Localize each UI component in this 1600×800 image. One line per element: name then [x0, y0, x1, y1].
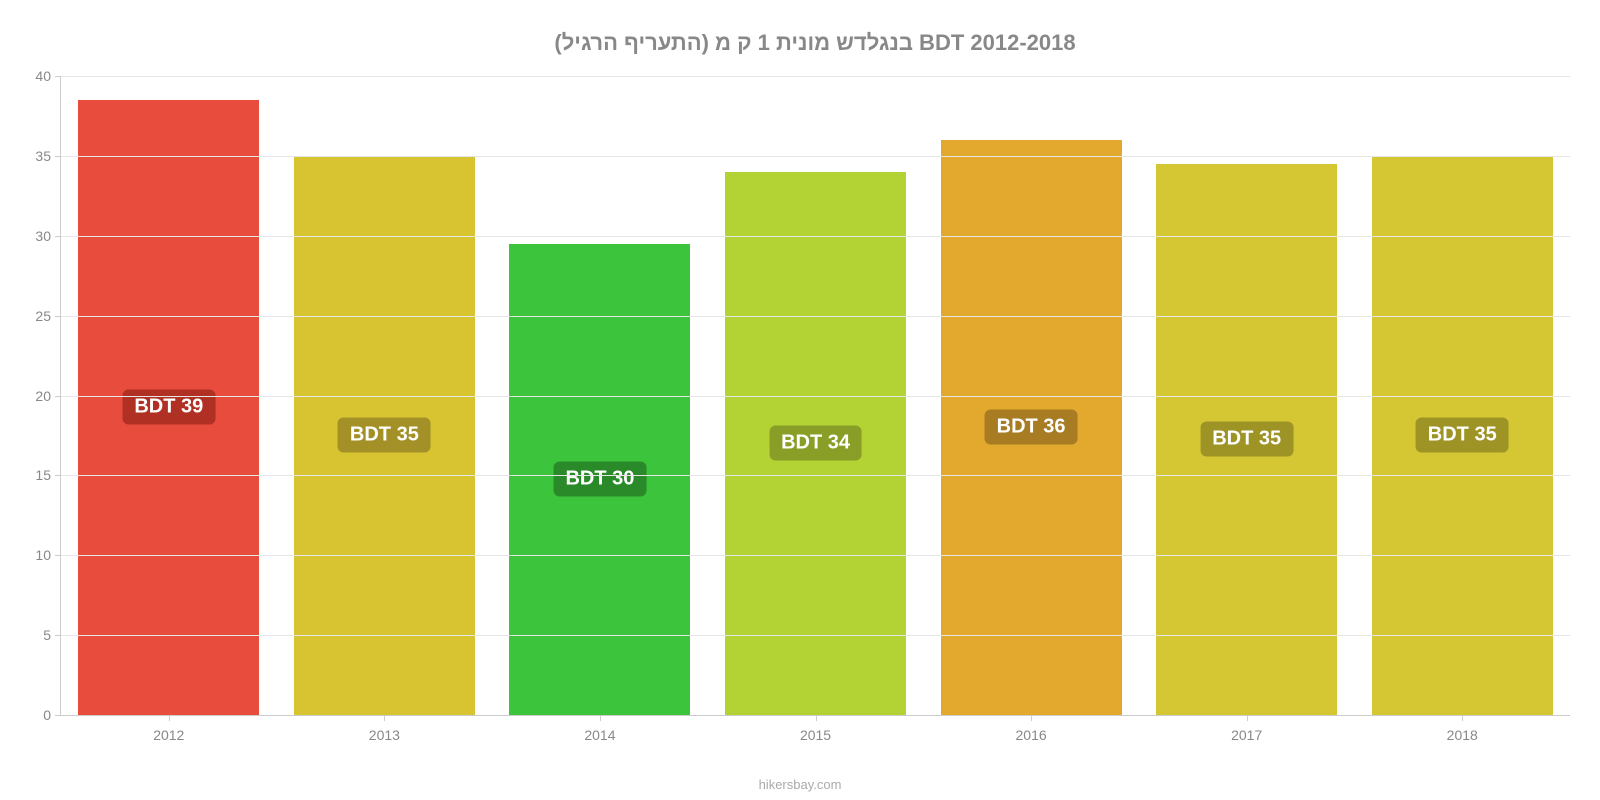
gridline [61, 316, 1570, 317]
y-tick-label: 25 [35, 308, 61, 324]
bar: BDT 30 [509, 244, 690, 715]
y-tick-label: 15 [35, 467, 61, 483]
bar: BDT 35 [1156, 164, 1337, 715]
bar: BDT 36 [941, 140, 1122, 715]
bar-value-label: BDT 36 [985, 410, 1078, 445]
chart-container: בנגלדש מונית 1 ק מ (התעריף הרגיל) BDT 20… [0, 0, 1600, 800]
y-tick-label: 10 [35, 547, 61, 563]
gridline [61, 76, 1570, 77]
y-tick-label: 0 [43, 707, 61, 723]
bar-value-label: BDT 30 [553, 462, 646, 497]
x-tick-label: 2015 [800, 715, 831, 743]
gridline [61, 236, 1570, 237]
bar-value-label: BDT 35 [338, 418, 431, 453]
attribution-text: hikersbay.com [759, 777, 842, 792]
gridline [61, 635, 1570, 636]
gridline [61, 555, 1570, 556]
gridline [61, 156, 1570, 157]
bar-value-label: BDT 35 [1416, 418, 1509, 453]
y-tick-label: 40 [35, 68, 61, 84]
chart-title: בנגלדש מונית 1 ק מ (התעריף הרגיל) BDT 20… [60, 30, 1570, 56]
x-tick-label: 2013 [369, 715, 400, 743]
x-tick-label: 2018 [1447, 715, 1478, 743]
bar-value-label: BDT 35 [1200, 422, 1293, 457]
y-tick-label: 30 [35, 228, 61, 244]
bar: BDT 34 [725, 172, 906, 715]
gridline [61, 475, 1570, 476]
y-tick-label: 35 [35, 148, 61, 164]
x-tick-label: 2012 [153, 715, 184, 743]
gridline [61, 396, 1570, 397]
x-tick-label: 2016 [1016, 715, 1047, 743]
y-tick-label: 5 [43, 627, 61, 643]
bar-value-label: BDT 34 [769, 426, 862, 461]
y-tick-label: 20 [35, 388, 61, 404]
bar: BDT 35 [294, 156, 475, 715]
x-tick-label: 2017 [1231, 715, 1262, 743]
plot-area: BDT 392012BDT 352013BDT 302014BDT 342015… [60, 76, 1570, 716]
bar: BDT 35 [1372, 156, 1553, 715]
bar: BDT 39 [78, 100, 259, 715]
x-tick-label: 2014 [584, 715, 615, 743]
